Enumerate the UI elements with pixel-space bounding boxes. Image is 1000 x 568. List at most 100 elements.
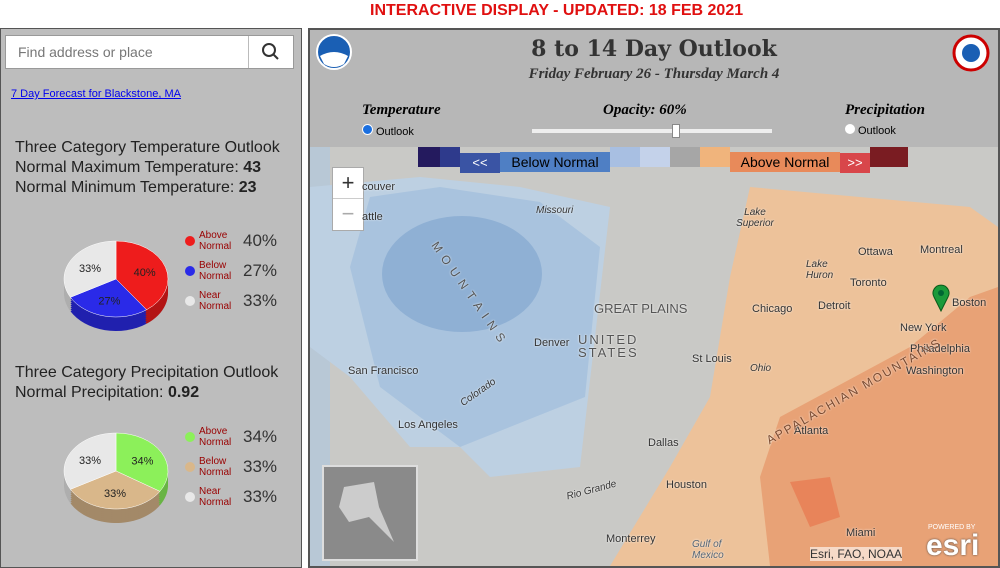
map-label: New York (900, 322, 947, 334)
attribution: Esri, FAO, NOAA (810, 547, 903, 561)
row-value: 23 (238, 179, 257, 196)
precip-control: Precipitation (845, 102, 925, 118)
precip-info: Three Category Precipitation Outlook Nor… (15, 363, 278, 403)
legend-label: Below Normal (199, 456, 232, 478)
map-label: Philadelphia (910, 343, 970, 355)
legend-value: 40% (243, 231, 278, 250)
pie-slice (63, 240, 117, 298)
map-label: Lake Superior (736, 207, 774, 229)
temp-legend: Above Normal 40% Below Normal 27% Near Norma… (185, 226, 277, 316)
legend-next[interactable]: >> (840, 153, 870, 173)
option-label: Outlook (376, 126, 414, 138)
map-label: Monterrey (606, 533, 656, 545)
slice-label: 34% (131, 455, 153, 467)
search-icon (262, 43, 279, 60)
legend-row: Above Normal 34% (185, 422, 277, 452)
map-label: Dallas (648, 437, 679, 449)
zoom-out[interactable]: − (341, 201, 355, 226)
map-label: attle (362, 211, 383, 223)
powered-by: POWERED BY (928, 524, 976, 531)
precip-title: Three Category Precipitation Outlook (15, 364, 279, 381)
map-label: Atlanta (794, 425, 829, 437)
map-panel: 8 to 14 Day Outlook Friday February 26 -… (308, 28, 1000, 568)
legend-swatch (185, 266, 195, 276)
legend-above: Above Normal (730, 152, 840, 172)
row-label: Normal Maximum Temperature: (15, 159, 239, 176)
map-shapes (310, 147, 998, 566)
row-label: Normal Precipitation: (15, 384, 164, 401)
temp-row: Normal Minimum Temperature: 23 (15, 178, 280, 198)
legend-swatch (185, 236, 195, 246)
map-label: couver (362, 181, 396, 193)
map-label: Denver (534, 337, 570, 349)
legend-swatch (185, 432, 195, 442)
legend-label: Below Normal (199, 260, 232, 282)
map-label: San Francisco (348, 365, 419, 377)
map[interactable]: << Below Normal Above Normal >> + − couver … (310, 147, 998, 566)
temp-row: Normal Maximum Temperature: 43 (15, 158, 280, 178)
banner: INTERACTIVE DISPLAY - UPDATED: 18 FEB 20… (370, 2, 744, 19)
legend-label: Near Normal (199, 290, 232, 312)
search-placeholder: Find address or place (18, 44, 153, 60)
map-label: UNITED STATES (578, 332, 639, 360)
esri-logo: esri (926, 529, 980, 562)
legend-row: Below Normal 27% (185, 256, 277, 286)
forecast-link[interactable]: 7 Day Forecast for Blackstone, MA (11, 88, 181, 100)
pie-slice (115, 240, 169, 311)
map-label: Houston (666, 479, 707, 491)
precip-pie: 34% 33% 33% (63, 432, 169, 523)
map-title: 8 to 14 Day Outlook (531, 36, 777, 62)
search-button[interactable] (248, 36, 293, 68)
slice-label: 33% (104, 488, 126, 500)
precip-legend: Above Normal 34% Below Normal 33% Near Norma… (185, 422, 277, 512)
precip-row: Normal Precipitation: 0.92 (15, 383, 278, 403)
nws-logo (952, 34, 990, 72)
legend-row: Near Normal 33% (185, 482, 277, 512)
temp-info: Three Category Temperature Outlook Norma… (15, 138, 280, 198)
map-label: Montreal (920, 244, 963, 256)
map-label: Lake Huron (806, 259, 834, 281)
opacity-label: Opacity: 60% (603, 102, 687, 118)
location-pin[interactable] (932, 284, 950, 312)
legend-row: Above Normal 40% (185, 226, 277, 256)
legend-prev[interactable]: << (460, 153, 500, 173)
legend-swatch (185, 296, 195, 306)
map-label: Boston (952, 297, 987, 309)
pie-slice (63, 432, 117, 490)
noaa-logo (316, 34, 352, 70)
slice-label: 40% (134, 267, 156, 279)
temp-title: Three Category Temperature Outlook (15, 139, 280, 156)
legend-label: Above Normal (199, 426, 232, 448)
legend-row: Near Normal 33% (185, 286, 277, 316)
legend-swatch (185, 492, 195, 502)
slice-label: 33% (79, 455, 101, 467)
legend-value: 33% (243, 487, 278, 506)
overview-map[interactable] (322, 465, 418, 561)
temp-control: Temperature (362, 102, 441, 118)
row-value: 43 (243, 159, 262, 176)
map-label: Miami (846, 527, 876, 539)
precip-option[interactable]: Outlook (845, 124, 896, 137)
map-label: Detroit (818, 300, 851, 312)
search-box[interactable]: Find address or place (5, 35, 294, 69)
legend-value: 27% (243, 261, 278, 280)
map-label: Chicago (752, 303, 793, 315)
row-label: Normal Minimum Temperature: (15, 179, 235, 196)
map-label: Los Angeles (398, 419, 458, 431)
legend-value: 33% (243, 291, 278, 310)
legend-swatch (185, 462, 195, 472)
legend-below: Below Normal (500, 152, 610, 172)
legend-label: Near Normal (199, 486, 232, 508)
slice-label: 27% (98, 296, 120, 308)
pie-slice (70, 278, 147, 318)
temp-option[interactable]: Outlook (362, 124, 414, 138)
row-value: 0.92 (167, 384, 200, 401)
opacity-slider[interactable] (532, 124, 772, 138)
legend-row: Below Normal 33% (185, 452, 277, 482)
map-label: St Louis (692, 353, 732, 365)
map-label: Missouri (536, 205, 574, 216)
legend-label: Above Normal (199, 230, 232, 252)
legend-bar: << Below Normal Above Normal >> (418, 147, 908, 173)
zoom-in[interactable]: + (333, 168, 363, 199)
